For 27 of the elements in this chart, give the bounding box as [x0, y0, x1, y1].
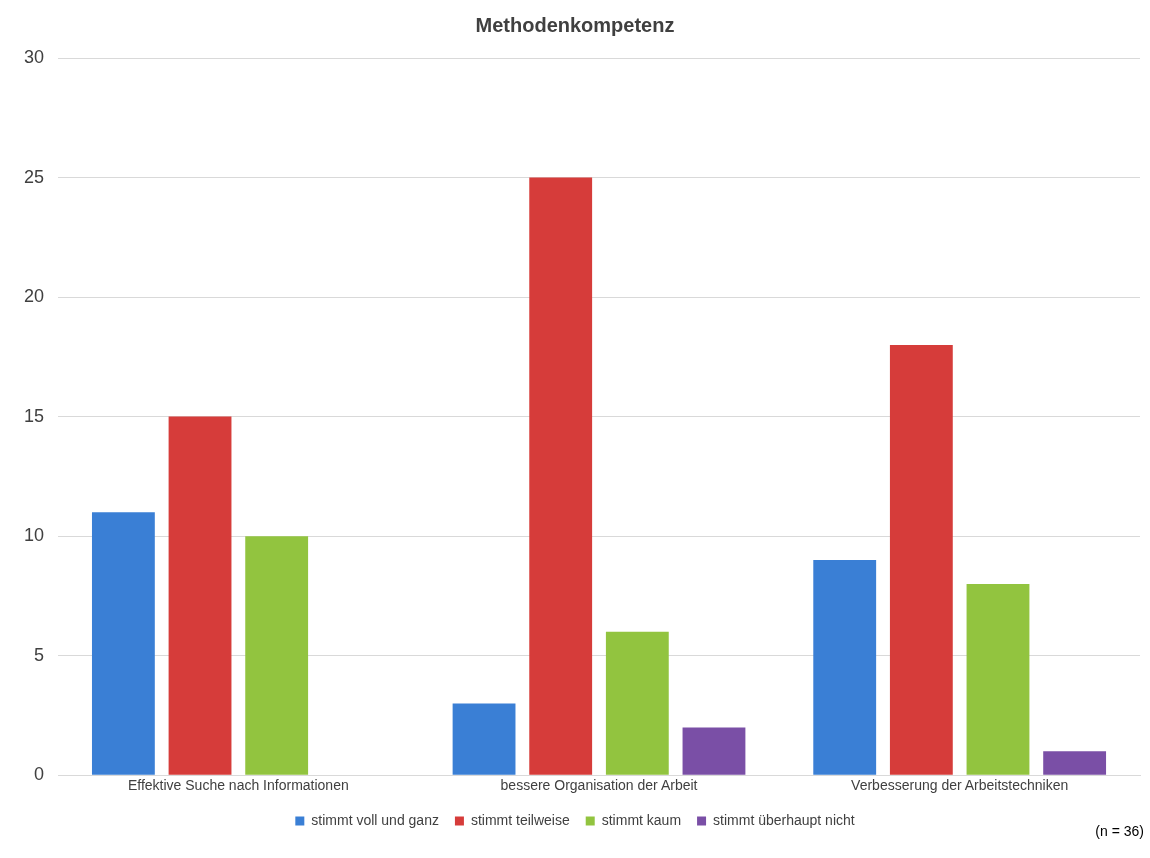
bar [452, 703, 516, 775]
y-tick-label: 15 [23, 405, 45, 426]
y-tick-label: 10 [23, 525, 45, 546]
x-tick-label: Verbesserung der Arbeitstechniken [851, 777, 1069, 794]
legend-label: stimmt überhaupt nicht [713, 811, 855, 828]
x-tick-label: Effektive Suche nach Informationen [127, 777, 349, 794]
y-tick-label: 0 [34, 764, 45, 785]
bar [529, 177, 593, 775]
y-tick-label: 25 [23, 166, 45, 187]
bar [966, 583, 1030, 775]
y-tick-label: 20 [23, 286, 45, 307]
x-tick-label: bessere Organisation der Arbeit [500, 777, 698, 794]
bar [682, 727, 746, 775]
bar [813, 560, 877, 775]
legend-label: stimmt teilweise [470, 811, 570, 828]
bar [245, 536, 309, 775]
legend-label: stimmt kaum [601, 811, 682, 828]
y-tick-label: 5 [34, 644, 45, 665]
bar [1043, 751, 1107, 775]
bar [168, 416, 232, 775]
y-tick-label: 30 [23, 46, 45, 67]
legend-label: stimmt voll und ganz [311, 811, 439, 828]
bar [91, 512, 155, 775]
text: (n = 36) [1095, 822, 1144, 839]
bar [889, 344, 953, 775]
bar [605, 631, 669, 775]
chart-title: Methodenkompetenz [475, 13, 675, 36]
